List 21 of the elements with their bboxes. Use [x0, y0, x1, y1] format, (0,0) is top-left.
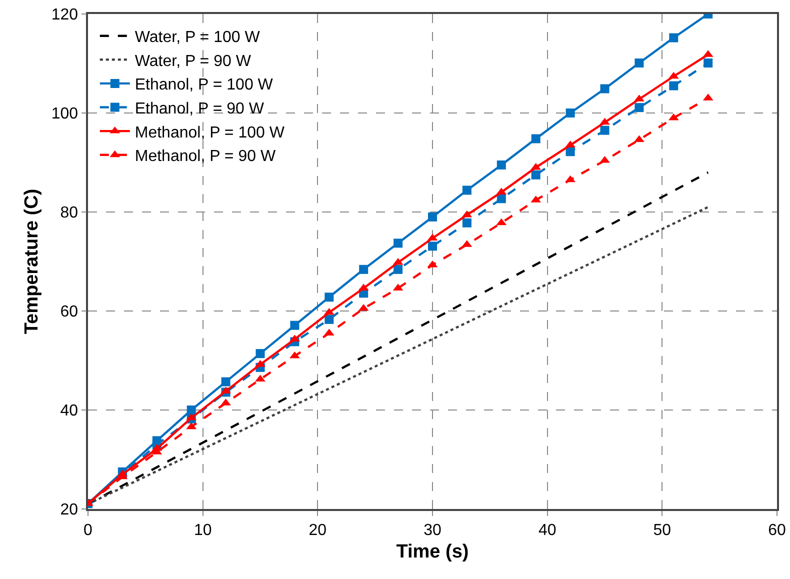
legend-label: Methanol, P = 100 W	[134, 124, 286, 142]
y-tick-label: 40	[60, 402, 78, 420]
x-tick-label: 20	[308, 522, 327, 539]
x-tick-label: 50	[653, 522, 672, 539]
y-axis-title: Temperature (C)	[22, 188, 43, 334]
x-tick-label: 0	[84, 522, 93, 539]
y-tick-label: 80	[60, 204, 78, 222]
x-tick-label: 40	[538, 522, 556, 539]
y-tick-label: 20	[60, 502, 78, 519]
x-tick-label: 60	[768, 522, 786, 539]
legend-label: Water, P = 100 W	[134, 29, 261, 46]
y-tick-label: 60	[60, 304, 78, 321]
x-axis-title: Time (s)	[396, 541, 469, 562]
y-tick-label: 100	[51, 106, 78, 123]
x-tick-label: 10	[194, 522, 212, 539]
x-tick-label: 30	[424, 522, 442, 539]
legend-label: Methanol, P = 90 W	[134, 148, 276, 166]
legend-label: Ethanol, P = 90 W	[134, 100, 265, 118]
legend-label: Ethanol, P = 100 W	[134, 76, 274, 94]
y-tick-label: 120	[51, 6, 78, 24]
legend-label: Water, P = 90 W	[134, 52, 252, 70]
